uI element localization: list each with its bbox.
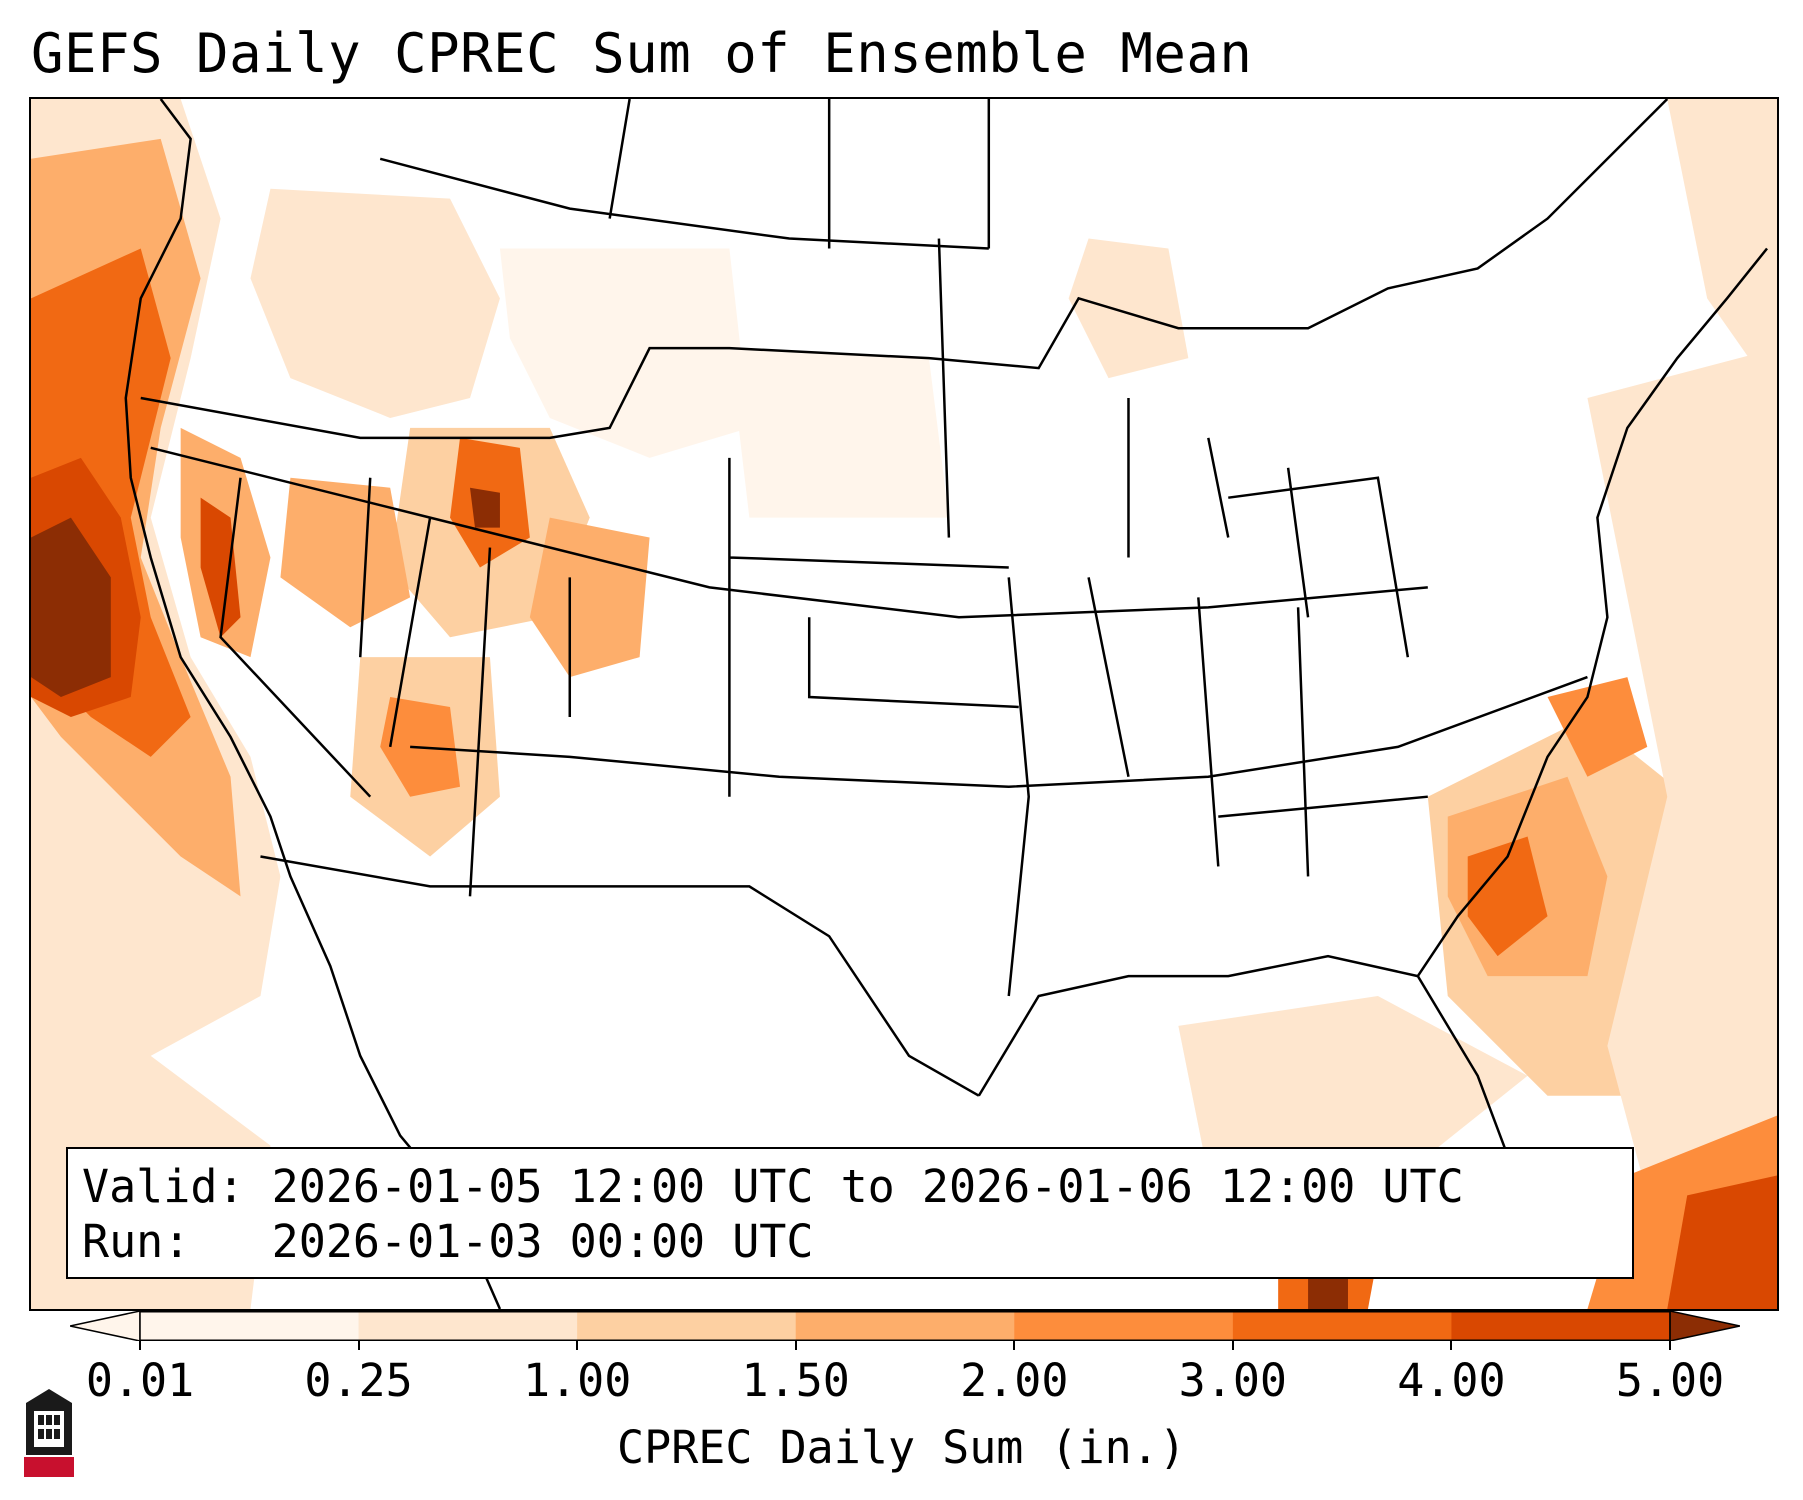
niu-logo-icon xyxy=(24,1389,74,1477)
page-title: GEFS Daily CPREC Sum of Ensemble Mean xyxy=(31,22,1253,85)
colorbar-tick-mark xyxy=(1450,1341,1453,1350)
run-time-text: Run: 2026-01-03 00:00 UTC xyxy=(82,1215,814,1268)
colorbar-tick-label: 2.00 xyxy=(960,1354,1069,1407)
colorbar-tick-label: 4.00 xyxy=(1397,1354,1506,1407)
colorbar-tick-label: 1.50 xyxy=(741,1354,850,1407)
colorbar-extend-max xyxy=(1669,1311,1740,1341)
colorbar-tick-label: 0.25 xyxy=(304,1354,413,1407)
colorbar-segment xyxy=(140,1311,360,1341)
colorbar xyxy=(70,1311,1740,1341)
colorbar-tick-label: 5.00 xyxy=(1615,1354,1725,1407)
colorbar-tick-mark xyxy=(1669,1341,1671,1350)
colorbar-tick-label: 1.00 xyxy=(522,1354,632,1407)
map-panel[interactable] xyxy=(29,97,1779,1311)
colorbar-tick-label: 3.00 xyxy=(1178,1354,1288,1407)
precip-map xyxy=(31,99,1777,1309)
colorbar-segment xyxy=(1014,1311,1234,1341)
validity-info-box: Valid: 2026-01-05 12:00 UTC to 2026-01-0… xyxy=(66,1147,1634,1279)
colorbar-segment xyxy=(358,1311,578,1341)
colorbar-tick-mark xyxy=(1013,1341,1016,1350)
colorbar-tick-mark xyxy=(357,1341,360,1350)
colorbar-tick-mark xyxy=(794,1341,797,1350)
colorbar-segment xyxy=(795,1311,1015,1341)
colorbar-label: CPREC Daily Sum (in.) xyxy=(617,1421,1186,1474)
valid-time-text: Valid: 2026-01-05 12:00 UTC to 2026-01-0… xyxy=(82,1160,1464,1213)
colorbar-segment xyxy=(1232,1311,1452,1341)
colorbar-tick-mark xyxy=(1231,1341,1234,1350)
colorbar-tick-label: 0.01 xyxy=(85,1354,195,1407)
map-borders xyxy=(124,99,1768,1309)
colorbar-outline xyxy=(139,1311,1671,1341)
colorbar-segment xyxy=(577,1311,797,1341)
colorbar-tick-mark xyxy=(576,1341,579,1350)
colorbar-extend-min xyxy=(70,1311,141,1341)
colorbar-segment xyxy=(1451,1311,1671,1341)
colorbar-tick-mark xyxy=(139,1341,141,1350)
